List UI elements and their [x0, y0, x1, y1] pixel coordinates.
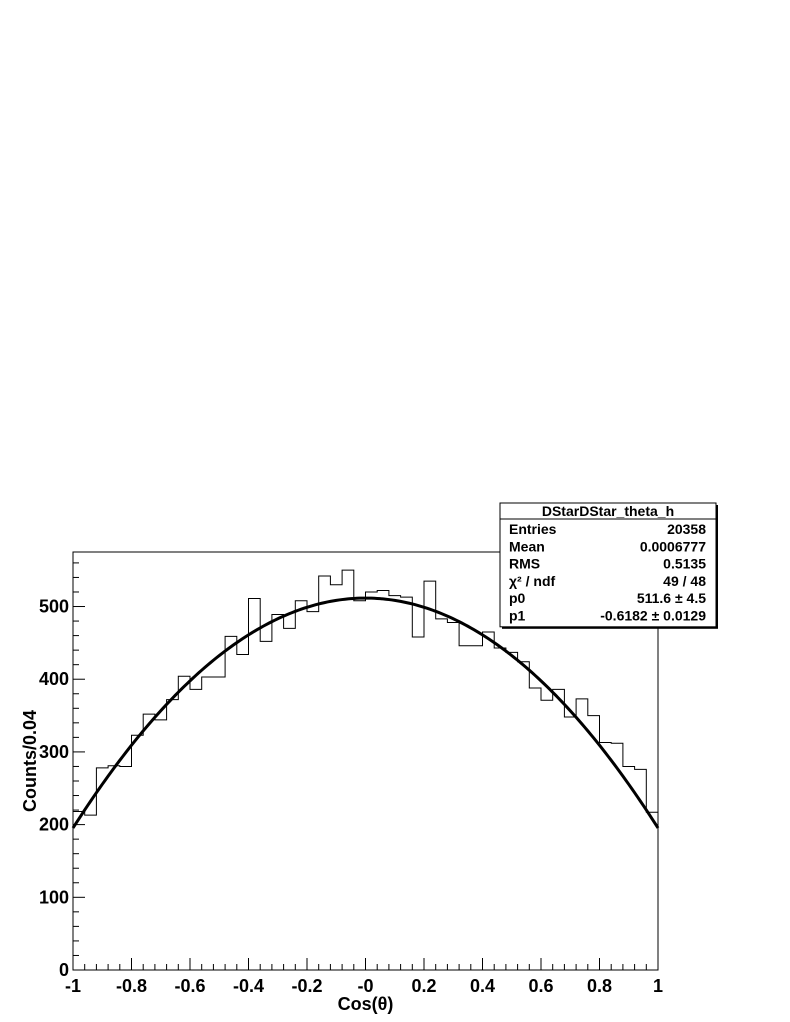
histogram-bin: [120, 766, 132, 970]
stats-row-value: -0.6182 ± 0.0129: [600, 608, 706, 624]
x-axis-title: Cos(θ): [338, 994, 394, 1014]
stats-row-value: 511.6 ± 4.5: [637, 590, 706, 606]
y-tick-label: 500: [39, 597, 69, 617]
stats-row-value: 0.0006777: [640, 538, 706, 554]
x-tick-label: 0.4: [470, 976, 495, 996]
histogram-bin: [319, 576, 331, 970]
x-tick-label: -0.4: [233, 976, 264, 996]
histogram-bin: [541, 700, 553, 970]
histogram-bin: [249, 599, 261, 970]
y-tick-label: 100: [39, 887, 69, 907]
histogram-bin: [529, 688, 541, 970]
histogram-bin: [143, 714, 155, 970]
x-tick-label: -0: [357, 976, 373, 996]
histogram-bin: [600, 742, 612, 970]
stats-box: DStarDStar_theta_h Entries 20358 Mean 0.0006…: [499, 502, 718, 629]
histogram-bin: [483, 632, 495, 970]
histogram-bin: [611, 743, 623, 970]
histogram-bin: [225, 636, 237, 970]
histogram-bin: [471, 646, 483, 970]
x-tick-label: -1: [65, 976, 81, 996]
histogram-bin: [237, 655, 249, 970]
stats-row-value: 49 / 48: [663, 573, 706, 589]
stats-row-label: RMS: [509, 556, 540, 572]
histogram-bin: [564, 717, 576, 970]
histogram-bin: [506, 652, 518, 970]
histogram-bin: [167, 700, 179, 970]
histogram-bin: [366, 592, 378, 970]
histogram-bin: [646, 812, 658, 970]
x-tick-label: 0.2: [411, 976, 436, 996]
stats-box-frame: [499, 502, 717, 628]
histogram-bin: [447, 623, 459, 970]
histogram-bin: [576, 699, 588, 970]
histogram-bin: [342, 570, 354, 970]
histogram-bin: [389, 596, 401, 970]
x-tick-label: -0.2: [291, 976, 322, 996]
histogram-bin: [436, 619, 448, 970]
histogram-bin: [272, 615, 284, 970]
y-tick-label: 0: [59, 960, 69, 980]
histogram-bin: [295, 601, 307, 970]
histogram-bin: [202, 677, 214, 970]
stats-row-label: p0: [509, 590, 526, 606]
axis-ticks: [72, 562, 659, 971]
histogram-bin: [588, 716, 600, 970]
stats-row-label: Entries: [509, 521, 557, 537]
histogram-bin: [459, 646, 471, 970]
stats-row-value: 20358: [667, 521, 706, 537]
histogram-bin: [85, 815, 97, 970]
stats-row-label: χ² / ndf: [509, 573, 555, 589]
histogram-bin: [284, 628, 296, 970]
y-tick-label: 300: [39, 742, 69, 762]
y-tick-label: 400: [39, 669, 69, 689]
histogram-bin: [96, 768, 108, 970]
histogram-bin: [494, 648, 506, 970]
histogram-bin: [178, 676, 190, 970]
histogram-bin: [354, 601, 366, 970]
histogram-bin: [307, 612, 319, 970]
x-tick-label: 0.8: [587, 976, 612, 996]
histogram-bin: [155, 720, 167, 970]
y-tick-label: 200: [39, 815, 69, 835]
x-tick-label: 0.6: [528, 976, 553, 996]
histogram: [73, 569, 658, 970]
histogram-bin: [623, 766, 635, 970]
histogram-bin: [412, 637, 424, 970]
stats-row-value: 0.5135: [663, 556, 706, 572]
histogram-bin: [73, 812, 85, 970]
axis-labels: -1 -0.8 -0.6 -0.4 -0.2 -0 0.2 0.4 0.6 0.8 1 0 100 200…: [39, 597, 663, 996]
fit-curve-group: [71, 596, 660, 829]
x-tick-label: 1: [653, 976, 663, 996]
histogram-bin: [213, 677, 225, 970]
histogram-bin: [553, 689, 565, 970]
histogram-bin: [518, 662, 530, 970]
fit-curve: [71, 596, 660, 829]
histogram-bin: [330, 585, 342, 970]
y-axis-title: Counts/0.04: [20, 710, 40, 812]
histogram-bin: [424, 581, 436, 970]
stats-row-label: p1: [509, 608, 526, 624]
histogram-bin: [108, 766, 120, 970]
histogram-bin: [377, 591, 389, 970]
histogram-bin: [401, 597, 413, 970]
histogram-bin: [190, 689, 202, 970]
histogram-outline: [73, 569, 658, 816]
histogram-bin: [260, 641, 272, 970]
histogram-bin: [132, 735, 144, 970]
stats-box-title: DStarDStar_theta_h: [542, 503, 674, 519]
stats-row-label: Mean: [509, 538, 545, 554]
x-tick-label: -0.8: [116, 976, 147, 996]
x-tick-label: -0.6: [174, 976, 205, 996]
